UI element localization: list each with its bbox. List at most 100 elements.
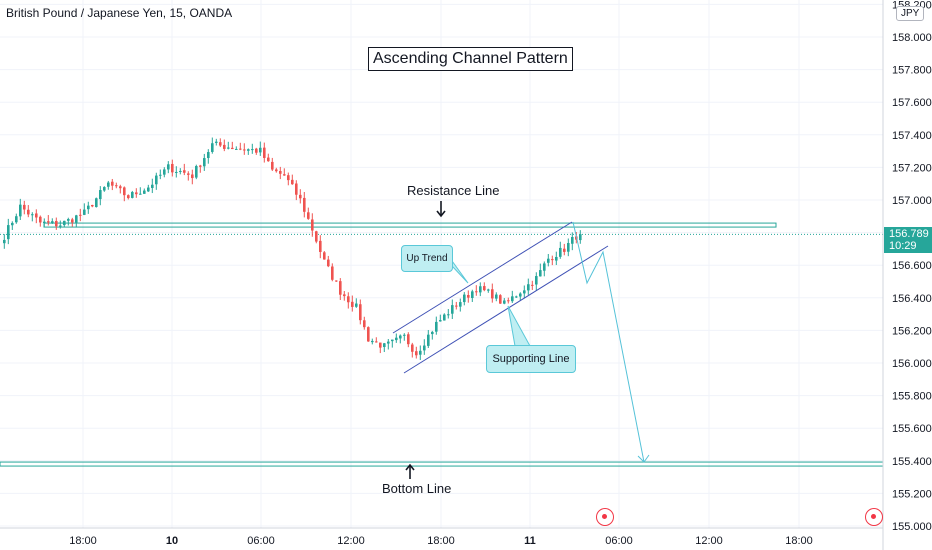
candle	[287, 175, 290, 181]
bottom-label[interactable]: Bottom Line	[382, 481, 452, 496]
candle	[107, 182, 110, 187]
x-tick-label: 06:00	[605, 535, 633, 547]
candle	[515, 296, 518, 298]
candle	[259, 147, 262, 153]
candle	[527, 284, 530, 291]
candle	[51, 221, 54, 223]
economic-event-icon[interactable]	[865, 508, 883, 526]
candle	[559, 247, 562, 257]
candle	[483, 286, 486, 291]
candle	[251, 149, 254, 151]
candle	[167, 164, 170, 170]
candle	[211, 143, 214, 152]
candle	[303, 197, 306, 212]
candle	[511, 296, 514, 302]
candle	[67, 219, 70, 221]
currency-badge[interactable]: JPY	[896, 6, 925, 21]
candle	[231, 147, 234, 150]
candle	[15, 216, 18, 223]
candles	[3, 137, 582, 360]
candle	[19, 204, 22, 217]
economic-event-icon[interactable]	[596, 508, 614, 526]
candle	[195, 166, 198, 178]
symbol-title: British Pound / Japanese Yen, 15, OANDA	[6, 6, 233, 20]
candle	[291, 179, 294, 185]
candle	[35, 213, 38, 218]
candle	[235, 148, 238, 150]
candle	[439, 320, 442, 322]
projection-arrowhead	[637, 454, 650, 463]
candle	[539, 270, 542, 277]
y-tick-label: 155.200	[892, 488, 932, 500]
candle	[227, 147, 230, 149]
candle	[487, 289, 490, 291]
candle	[91, 204, 94, 207]
candle	[111, 181, 114, 186]
y-tick-label: 156.200	[892, 325, 932, 337]
candle	[11, 222, 14, 226]
candle	[23, 204, 26, 210]
candle	[271, 161, 274, 170]
pattern-title[interactable]: Ascending Channel Pattern	[368, 47, 573, 71]
y-tick-label: 158.000	[892, 32, 932, 44]
up-trend-callout[interactable]: Up Trend	[401, 245, 453, 272]
candle	[411, 344, 414, 352]
candle	[3, 239, 6, 244]
candle	[467, 295, 470, 298]
candle	[127, 195, 130, 199]
candle	[307, 212, 310, 219]
candle	[507, 300, 510, 302]
candle	[7, 225, 10, 240]
y-tick-label: 157.400	[892, 130, 932, 142]
candle	[415, 351, 418, 356]
candle	[247, 149, 250, 151]
y-tick-label: 156.400	[892, 293, 932, 305]
candle	[275, 169, 278, 172]
candle	[391, 339, 394, 342]
y-tick-label: 158.200	[892, 0, 932, 11]
candle	[499, 295, 502, 304]
candle	[155, 175, 158, 185]
candle	[99, 190, 102, 200]
x-tick-label: 12:00	[337, 535, 365, 547]
candle	[59, 225, 62, 227]
candle	[347, 296, 350, 303]
candle	[299, 194, 302, 199]
candle	[547, 258, 550, 263]
x-tick-label: 18:00	[785, 535, 813, 547]
candle	[555, 256, 558, 261]
candle	[135, 192, 138, 195]
candle	[331, 266, 334, 280]
candle	[223, 144, 226, 149]
y-tick-label: 155.400	[892, 456, 932, 468]
candle	[543, 263, 546, 271]
candle	[463, 294, 466, 303]
resistance-label[interactable]: Resistance Line	[407, 183, 500, 198]
candle	[363, 320, 366, 328]
candle	[383, 343, 386, 348]
candle	[443, 314, 446, 321]
candle	[283, 174, 286, 176]
candle	[31, 214, 34, 216]
candle	[115, 185, 118, 187]
y-tick-label: 156.600	[892, 260, 932, 272]
supporting-callout[interactable]: Supporting Line	[486, 345, 576, 373]
candle	[567, 243, 570, 252]
candle	[263, 147, 266, 158]
candle	[191, 174, 194, 179]
candle	[255, 148, 258, 153]
grid	[0, 0, 883, 528]
candle	[419, 350, 422, 355]
candle	[491, 289, 494, 299]
y-tick-label: 155.600	[892, 423, 932, 435]
candle	[159, 174, 162, 176]
candle	[203, 158, 206, 167]
x-tick-label: 06:00	[247, 535, 275, 547]
candle	[327, 259, 330, 267]
candle	[535, 276, 538, 285]
candle	[395, 337, 398, 341]
x-tick-label: 18:00	[427, 535, 455, 547]
candle	[39, 216, 42, 223]
candle	[295, 183, 298, 195]
